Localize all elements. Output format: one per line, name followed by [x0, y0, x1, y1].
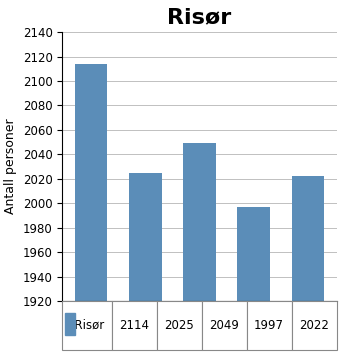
- Bar: [291, 176, 324, 357]
- Bar: [183, 143, 216, 357]
- Y-axis label: Antall personer: Antall personer: [4, 119, 17, 214]
- Bar: [129, 173, 162, 357]
- Bar: [237, 207, 270, 357]
- Bar: [75, 64, 108, 357]
- Title: Risør: Risør: [167, 8, 232, 28]
